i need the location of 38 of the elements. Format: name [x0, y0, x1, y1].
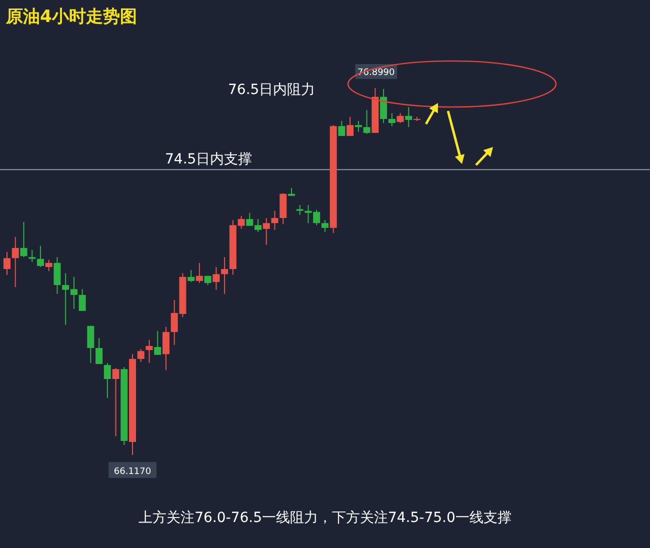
candlestick [154, 330, 162, 356]
candlestick [221, 256, 228, 294]
chart-title: 原油4小时走势图 [5, 7, 137, 27]
candlestick [45, 259, 52, 272]
ref-line-label: 74.5日内支撑 [165, 152, 252, 168]
candlestick [188, 270, 195, 282]
candlestick [96, 338, 103, 365]
candlestick [396, 112, 404, 124]
candlestick [405, 106, 412, 128]
candlestick [137, 348, 144, 362]
candlestick [346, 116, 354, 136]
candlestick [196, 262, 203, 284]
candlestick [12, 236, 19, 288]
candlestick [4, 252, 10, 276]
label-low: 66.1170 [108, 462, 156, 478]
candlestick [354, 120, 362, 132]
candlestick [112, 368, 120, 437]
candlestick [321, 220, 328, 232]
candlestick [296, 204, 304, 216]
candlestick [20, 222, 28, 258]
candlestick [338, 120, 346, 136]
candlestick [28, 249, 36, 262]
candlestick [271, 210, 278, 230]
annotation: 76.5日内阻力 [228, 82, 316, 98]
text: 上方关注76.0-76.5一线阻力，下方关注74.5-75.0一线支撑 [138, 510, 512, 526]
annotation: 66.1170 [114, 467, 152, 477]
candlestick [212, 266, 220, 290]
candlestick [380, 88, 388, 124]
candlestick [78, 288, 86, 312]
candlestick [146, 339, 153, 364]
candlestick [388, 112, 396, 127]
candlestick [54, 256, 61, 294]
candlestick [262, 217, 270, 246]
candlestick [162, 326, 170, 371]
candlestick [36, 245, 44, 268]
candlestick [87, 325, 94, 364]
candlestick [363, 110, 370, 134]
candlestick [104, 362, 111, 399]
